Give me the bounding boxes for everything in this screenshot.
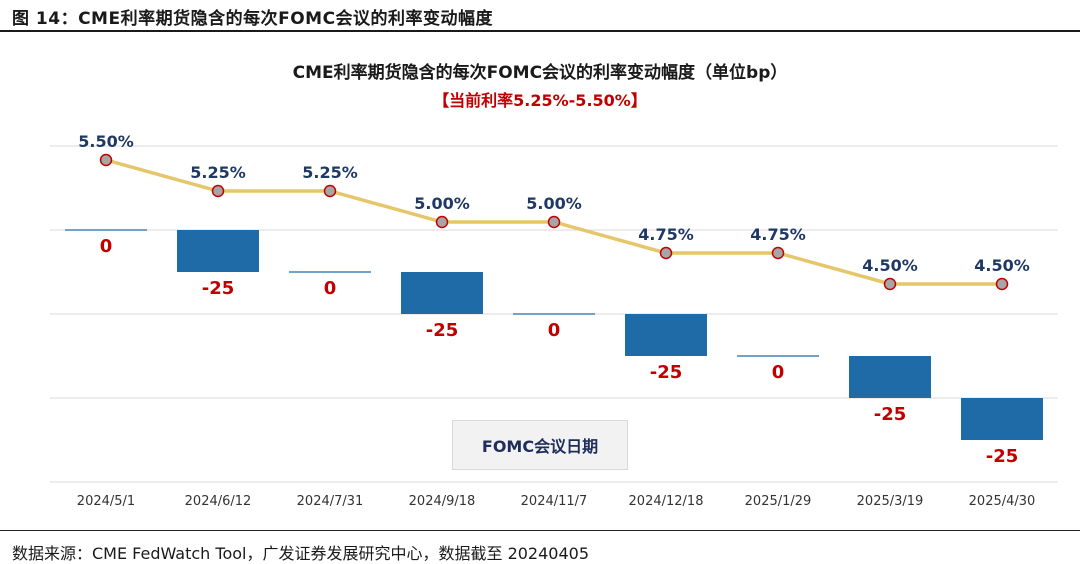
rate-data-label: 5.25%	[302, 163, 358, 182]
x-tick-label: 2025/3/19	[857, 494, 924, 509]
bar-data-label: -25	[986, 446, 1019, 467]
bar	[961, 398, 1043, 440]
rate-point	[771, 246, 785, 260]
rate-line-series	[99, 153, 1009, 291]
x-tick-label: 2024/7/31	[297, 494, 364, 509]
bar-data-label: -25	[874, 404, 907, 425]
bar-data-label: 0	[100, 236, 113, 257]
bar	[625, 314, 707, 356]
x-tick-label: 2024/9/18	[409, 494, 476, 509]
bar-data-label: 0	[772, 362, 785, 383]
bar-data-label: -25	[650, 362, 683, 383]
rate-point	[211, 184, 225, 198]
rate-data-label: 4.75%	[638, 225, 694, 244]
rate-data-label: 5.25%	[190, 163, 246, 182]
bar-data-label: 0	[324, 278, 337, 299]
caption-divider	[0, 30, 1080, 32]
bar	[401, 272, 483, 314]
data-labels: 0 -25 0 -25 0 -25 0 -25 -25 5.50% 5.25% 5.25% 5.00% 5…	[78, 132, 1030, 467]
bar	[177, 230, 259, 272]
rate-data-label: 4.75%	[750, 225, 806, 244]
bar	[849, 356, 931, 398]
rate-data-label: 5.00%	[414, 194, 470, 213]
chart: CME利率期货隐含的每次FOMC会议的利率变动幅度（单位bp） 【当前利率5.2…	[50, 62, 1058, 509]
x-axis-ticks: 2024/5/1 2024/6/12 2024/7/31 2024/9/18 2024/…	[77, 494, 1036, 509]
bar-series	[65, 229, 1043, 440]
x-tick-label: 2025/1/29	[745, 494, 812, 509]
x-tick-label: 2024/12/18	[629, 494, 704, 509]
bar-data-label: -25	[202, 278, 235, 299]
rate-point	[883, 277, 897, 291]
rate-point	[323, 184, 337, 198]
rate-point	[659, 246, 673, 260]
chart-subtitle: 【当前利率5.25%-5.50%】	[433, 91, 647, 110]
x-tick-label: 2024/6/12	[185, 494, 252, 509]
source-note: 数据来源：CME FedWatch Tool，广发证券发展研究中心，数据截至 2…	[12, 544, 590, 563]
x-tick-label: 2024/5/1	[77, 494, 135, 509]
bar-data-label: 0	[548, 320, 561, 341]
rate-data-label: 5.50%	[78, 132, 134, 151]
x-tick-label: 2024/11/7	[521, 494, 588, 509]
rate-point	[99, 153, 113, 167]
rate-data-label: 5.00%	[526, 194, 582, 213]
figure-caption: 图 14：CME利率期货隐含的每次FOMC会议的利率变动幅度	[12, 9, 494, 29]
rate-point	[547, 215, 561, 229]
bar-data-label: -25	[426, 320, 459, 341]
source-divider	[0, 530, 1080, 531]
rate-data-label: 4.50%	[862, 256, 918, 275]
rate-data-label: 4.50%	[974, 256, 1030, 275]
legend-box: FOMC会议日期	[452, 420, 628, 470]
chart-title: CME利率期货隐含的每次FOMC会议的利率变动幅度（单位bp）	[293, 62, 788, 83]
x-tick-label: 2025/4/30	[969, 494, 1036, 509]
rate-point	[995, 277, 1009, 291]
rate-point	[435, 215, 449, 229]
